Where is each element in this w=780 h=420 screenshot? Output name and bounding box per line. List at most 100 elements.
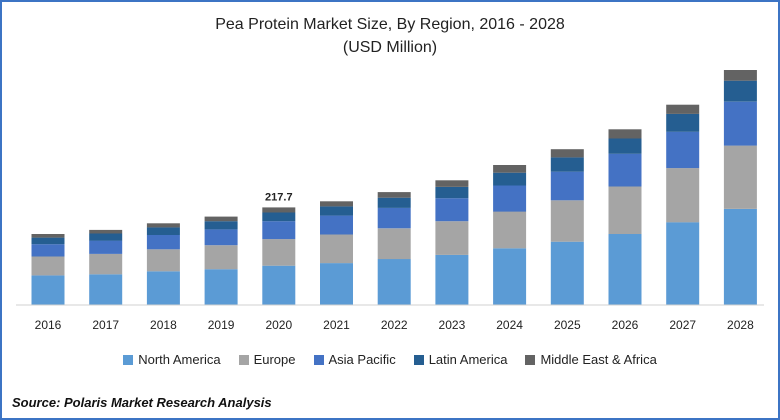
bar-2026-series-3: [608, 138, 642, 154]
bar-2026-series-4: [608, 129, 642, 139]
bar-2028-series-3: [723, 80, 757, 102]
data-label-2020: 217.7: [265, 191, 293, 203]
bar-2018-series-4: [146, 223, 180, 228]
bar-2019-series-3: [204, 221, 238, 230]
bar-2016-series-1: [31, 256, 65, 276]
x-tick-label-2025: 2025: [554, 318, 581, 332]
bar-2024-series-4: [493, 165, 527, 173]
bar-2025-series-0: [550, 241, 584, 305]
bar-2022-series-2: [377, 207, 411, 229]
legend-label: North America: [138, 352, 221, 367]
legend-swatch: [413, 354, 424, 365]
bar-2027-series-0: [666, 222, 700, 305]
bar-2024-series-1: [493, 211, 527, 249]
bar-2018-series-1: [146, 249, 180, 272]
bar-2017-series-3: [89, 233, 123, 241]
x-tick-label-2027: 2027: [669, 318, 696, 332]
x-tick-label-2022: 2022: [381, 318, 408, 332]
x-tick-label-2019: 2019: [208, 318, 235, 332]
chart-title: Pea Protein Market Size, By Region, 2016…: [215, 16, 565, 33]
bar-2028-series-0: [723, 209, 757, 305]
bar-2023-series-1: [435, 221, 469, 255]
bar-2018-series-3: [146, 227, 180, 235]
bar-2020-series-2: [262, 221, 296, 240]
bar-2023-series-2: [435, 198, 469, 222]
bar-2028-series-1: [723, 145, 757, 209]
x-tick-label-2026: 2026: [612, 318, 639, 332]
bar-2020-series-3: [262, 212, 296, 222]
bar-2021-series-0: [320, 263, 353, 305]
bar-2019-series-1: [204, 245, 238, 270]
bar-2026-series-2: [608, 153, 642, 187]
bar-2019-series-4: [204, 216, 238, 222]
bar-2025-series-4: [550, 149, 584, 158]
legend-label: Middle East & Africa: [540, 352, 657, 367]
x-tick-label-2017: 2017: [92, 318, 119, 332]
chart-subtitle: (USD Million): [342, 39, 438, 56]
x-tick-label-2016: 2016: [35, 318, 62, 332]
bar-2018-series-2: [146, 235, 180, 250]
bar-2027-series-3: [666, 113, 700, 132]
bar-2028-series-2: [723, 101, 757, 146]
bar-2020-series-4: [262, 207, 296, 213]
bar-2017-series-1: [89, 253, 123, 275]
legend-swatch: [238, 354, 249, 365]
bar-2021-series-2: [320, 215, 353, 235]
x-tick-label-2020: 2020: [265, 318, 292, 332]
bar-2022-series-1: [377, 228, 411, 260]
bar-2017-series-2: [89, 240, 123, 254]
bar-2023-series-0: [435, 254, 469, 305]
bar-2018-series-0: [146, 271, 180, 305]
x-tick-labels: 2016 2017 2018 2019 2020 2021 2022 2023 2024 2025…: [35, 318, 754, 332]
bar-2024-series-3: [493, 172, 527, 186]
bar-2020-series-0: [262, 265, 296, 305]
x-tick-label-2028: 2028: [727, 318, 754, 332]
bar-2026-series-0: [608, 234, 642, 305]
bar-2017-series-0: [89, 274, 123, 305]
bar-2016-series-0: [31, 275, 65, 305]
bar-2027-series-1: [666, 168, 700, 223]
bar-2016-series-4: [31, 234, 65, 238]
bar-2020-series-1: [262, 239, 296, 266]
legend: North America Europe Asia Pacific Latin Ame…: [2, 352, 778, 367]
legend-swatch: [525, 354, 536, 365]
legend-item-4: Middle East & Africa: [525, 352, 657, 367]
bars-layer: [31, 70, 757, 305]
legend-swatch: [313, 354, 324, 365]
legend-label: Latin America: [428, 352, 508, 367]
bar-2022-series-4: [377, 192, 411, 198]
legend-item-3: Latin America: [413, 352, 508, 367]
x-tick-label-2018: 2018: [150, 318, 177, 332]
bar-2021-series-4: [320, 201, 353, 207]
legend-item-0: North America: [123, 352, 221, 367]
bar-2022-series-3: [377, 197, 411, 208]
bar-2023-series-4: [435, 180, 469, 187]
bar-2025-series-2: [550, 171, 584, 201]
bar-2016-series-2: [31, 244, 65, 257]
bar-2017-series-4: [89, 229, 123, 234]
bar-2028-series-4: [723, 70, 757, 81]
legend-item-1: Europe: [238, 352, 296, 367]
bar-2025-series-3: [550, 157, 584, 172]
bar-2026-series-1: [608, 186, 642, 234]
bar-2016-series-3: [31, 237, 65, 245]
bar-2021-series-1: [320, 234, 353, 264]
bar-2027-series-4: [666, 104, 700, 114]
bar-2019-series-2: [204, 229, 238, 246]
x-tick-label-2024: 2024: [496, 318, 523, 332]
bar-2022-series-0: [377, 259, 411, 305]
legend-item-2: Asia Pacific: [313, 352, 396, 367]
bar-2027-series-2: [666, 131, 700, 169]
source-note: Source: Polaris Market Research Analysis: [12, 395, 272, 410]
legend-label: Europe: [253, 352, 296, 367]
bar-2025-series-1: [550, 200, 584, 242]
bar-2023-series-3: [435, 187, 469, 199]
bar-2019-series-0: [204, 269, 238, 305]
bar-2021-series-3: [320, 206, 353, 216]
legend-label: Asia Pacific: [328, 352, 396, 367]
bar-2024-series-0: [493, 248, 527, 305]
x-tick-label-2023: 2023: [439, 318, 466, 332]
bar-2024-series-2: [493, 185, 527, 212]
